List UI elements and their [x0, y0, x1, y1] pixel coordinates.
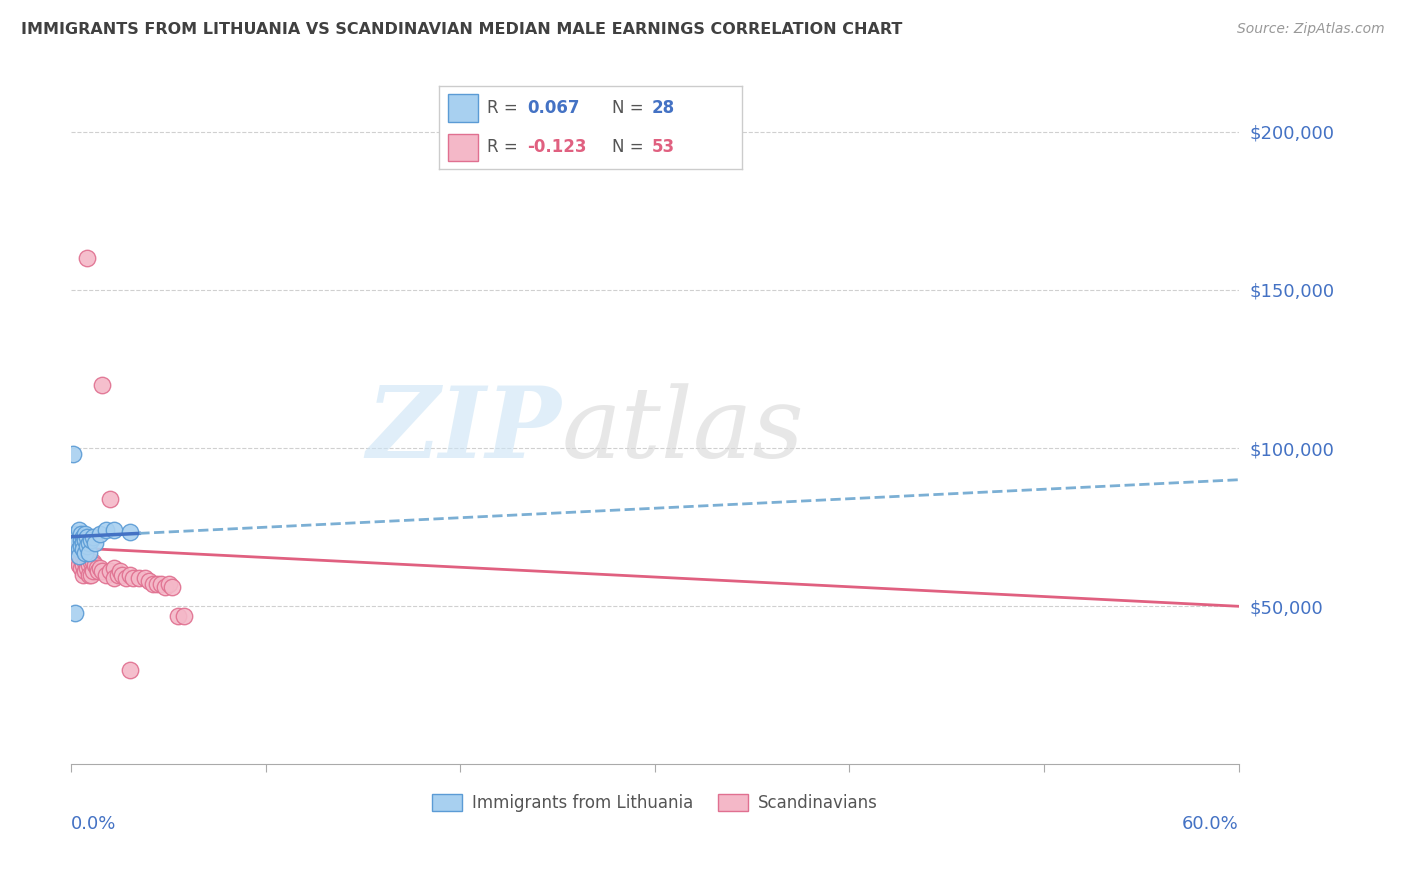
Point — [87, 565, 110, 579]
Point — [98, 491, 121, 506]
Text: 60.0%: 60.0% — [1182, 815, 1239, 833]
Point — [114, 571, 136, 585]
Point — [122, 571, 145, 585]
Point — [80, 567, 103, 582]
Point — [73, 545, 96, 559]
Point — [76, 561, 98, 575]
Point — [67, 539, 90, 553]
Point — [118, 663, 141, 677]
Point — [70, 539, 93, 553]
Text: IMMIGRANTS FROM LITHUANIA VS SCANDINAVIAN MEDIAN MALE EARNINGS CORRELATION CHART: IMMIGRANTS FROM LITHUANIA VS SCANDINAVIA… — [21, 22, 903, 37]
Point — [70, 561, 93, 575]
Point — [77, 567, 100, 582]
Point — [82, 565, 104, 579]
Text: 0.0%: 0.0% — [72, 815, 117, 833]
Point — [72, 530, 94, 544]
Point — [70, 551, 93, 566]
Point — [107, 567, 129, 582]
Point — [72, 549, 94, 563]
Point — [89, 526, 111, 541]
Point — [67, 549, 90, 563]
Point — [108, 565, 131, 579]
Point — [67, 524, 90, 538]
Point — [82, 530, 104, 544]
Point — [153, 580, 176, 594]
Point — [146, 577, 169, 591]
Point — [73, 526, 96, 541]
Point — [77, 558, 100, 573]
Point — [118, 567, 141, 582]
Point — [91, 377, 114, 392]
Point — [173, 608, 195, 623]
Point — [80, 533, 103, 547]
Text: Source: ZipAtlas.com: Source: ZipAtlas.com — [1237, 22, 1385, 37]
Point — [96, 567, 118, 582]
Point — [134, 571, 156, 585]
Point — [76, 551, 98, 566]
Point — [72, 558, 94, 573]
Point — [111, 567, 134, 582]
Point — [128, 571, 150, 585]
Point — [77, 536, 100, 550]
Point — [76, 252, 98, 266]
Point — [76, 539, 98, 553]
Point — [162, 580, 184, 594]
Point — [80, 555, 103, 569]
Point — [82, 555, 104, 569]
Y-axis label: Median Male Earnings: Median Male Earnings — [0, 333, 7, 500]
Point — [66, 551, 89, 566]
Point — [72, 536, 94, 550]
Point — [83, 536, 105, 550]
Point — [73, 533, 96, 547]
Point — [103, 571, 125, 585]
Point — [70, 542, 93, 557]
Point — [72, 542, 94, 557]
Point — [138, 574, 160, 588]
Legend: Immigrants from Lithuania, Scandinavians: Immigrants from Lithuania, Scandinavians — [425, 788, 884, 819]
Point — [103, 524, 125, 538]
Point — [98, 565, 121, 579]
Point — [66, 530, 89, 544]
Point — [73, 565, 96, 579]
Point — [67, 558, 90, 573]
Point — [67, 542, 90, 557]
Point — [63, 526, 86, 541]
Point — [70, 533, 93, 547]
Point — [83, 558, 105, 573]
Point — [149, 577, 172, 591]
Text: atlas: atlas — [561, 383, 804, 478]
Text: ZIP: ZIP — [367, 382, 561, 479]
Point — [86, 561, 108, 575]
Point — [118, 524, 141, 539]
Point — [63, 606, 86, 620]
Point — [103, 561, 125, 575]
Point — [167, 608, 190, 623]
Point — [96, 524, 118, 538]
Point — [66, 545, 89, 559]
Point — [89, 561, 111, 575]
Point — [73, 555, 96, 569]
Point — [62, 447, 84, 461]
Point — [77, 545, 100, 559]
Point — [91, 565, 114, 579]
Point — [73, 545, 96, 559]
Point — [76, 530, 98, 544]
Point — [142, 577, 165, 591]
Point — [67, 549, 90, 563]
Point — [157, 577, 180, 591]
Point — [70, 526, 93, 541]
Point — [66, 536, 89, 550]
Point — [72, 567, 94, 582]
Point — [63, 542, 86, 557]
